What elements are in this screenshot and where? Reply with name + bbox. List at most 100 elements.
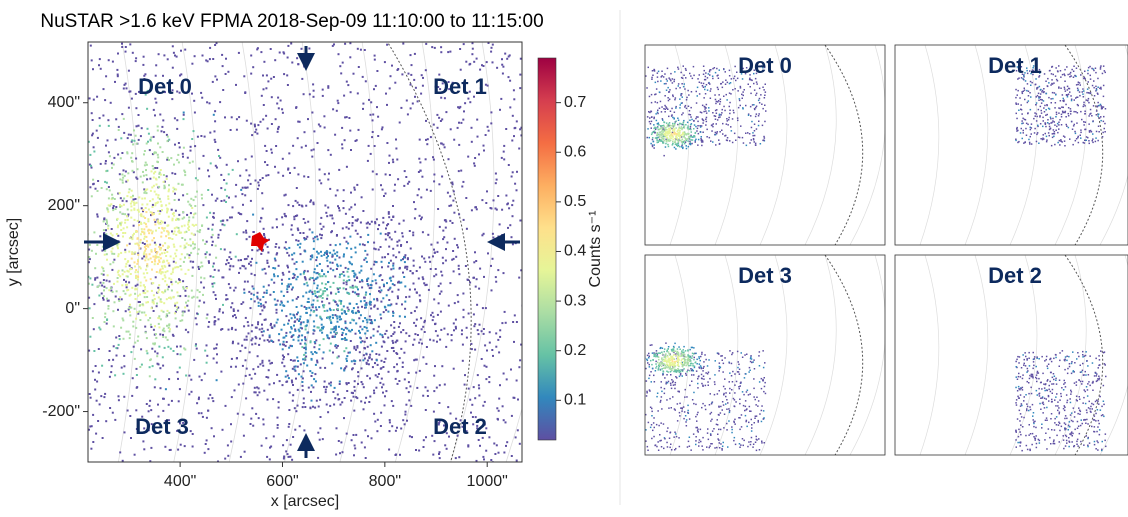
count-pixel bbox=[341, 401, 343, 403]
count-pixel bbox=[322, 297, 324, 299]
count-pixel bbox=[656, 140, 658, 142]
count-pixel bbox=[226, 183, 228, 185]
count-pixel bbox=[137, 261, 139, 263]
count-pixel bbox=[143, 448, 145, 450]
count-pixel bbox=[176, 326, 178, 328]
count-pixel bbox=[121, 284, 123, 286]
count-pixel bbox=[1089, 113, 1091, 115]
count-pixel bbox=[227, 71, 229, 73]
count-pixel bbox=[1052, 92, 1054, 94]
count-pixel bbox=[425, 120, 427, 122]
count-pixel bbox=[206, 314, 208, 316]
count-pixel bbox=[144, 276, 146, 278]
count-pixel bbox=[360, 341, 362, 343]
count-pixel bbox=[1050, 128, 1052, 129]
count-pixel bbox=[743, 142, 745, 144]
count-pixel bbox=[1096, 110, 1098, 112]
count-pixel bbox=[219, 157, 221, 159]
count-pixel bbox=[367, 330, 369, 332]
count-pixel bbox=[192, 446, 194, 448]
count-pixel bbox=[309, 370, 311, 372]
count-pixel bbox=[139, 266, 141, 268]
count-pixel bbox=[758, 113, 760, 115]
count-pixel bbox=[153, 294, 155, 296]
count-pixel bbox=[259, 338, 261, 340]
count-pixel bbox=[171, 283, 173, 285]
count-pixel bbox=[372, 119, 374, 121]
count-pixel bbox=[357, 48, 359, 50]
count-pixel bbox=[231, 116, 233, 118]
count-pixel bbox=[124, 249, 126, 251]
count-pixel bbox=[113, 259, 115, 261]
count-pixel bbox=[295, 378, 297, 380]
count-pixel bbox=[1054, 92, 1056, 94]
count-pixel bbox=[420, 196, 422, 198]
count-pixel bbox=[357, 295, 359, 297]
count-pixel bbox=[186, 193, 188, 195]
count-pixel bbox=[119, 178, 121, 180]
count-pixel bbox=[131, 139, 133, 141]
count-pixel bbox=[123, 227, 125, 229]
count-pixel bbox=[1069, 76, 1071, 78]
count-pixel bbox=[512, 115, 514, 117]
count-pixel bbox=[222, 89, 224, 91]
count-pixel bbox=[256, 296, 258, 298]
count-pixel bbox=[397, 383, 399, 385]
count-pixel bbox=[363, 354, 365, 356]
count-pixel bbox=[323, 115, 325, 117]
count-pixel bbox=[700, 131, 702, 133]
count-pixel bbox=[495, 173, 497, 175]
count-pixel bbox=[187, 300, 189, 302]
count-pixel bbox=[298, 373, 300, 375]
count-pixel bbox=[323, 338, 325, 340]
count-pixel bbox=[317, 300, 319, 302]
count-pixel bbox=[703, 87, 705, 89]
count-pixel bbox=[428, 256, 430, 258]
count-pixel bbox=[697, 78, 699, 80]
count-pixel bbox=[98, 372, 100, 374]
count-pixel bbox=[377, 308, 379, 310]
count-pixel bbox=[245, 397, 247, 399]
count-pixel bbox=[1044, 111, 1046, 113]
count-pixel bbox=[89, 186, 91, 188]
count-pixel bbox=[112, 412, 114, 414]
count-pixel bbox=[417, 100, 419, 102]
count-pixel bbox=[458, 456, 460, 458]
count-pixel bbox=[261, 362, 263, 364]
count-pixel bbox=[1073, 77, 1075, 79]
count-pixel bbox=[1084, 142, 1086, 144]
count-pixel bbox=[297, 312, 299, 314]
count-pixel bbox=[218, 234, 220, 236]
count-pixel bbox=[1044, 105, 1046, 107]
count-pixel bbox=[481, 358, 483, 360]
count-pixel bbox=[283, 305, 285, 307]
count-pixel bbox=[264, 268, 266, 270]
count-pixel bbox=[495, 346, 497, 348]
count-pixel bbox=[729, 113, 731, 115]
count-pixel bbox=[430, 190, 432, 192]
count-pixel bbox=[142, 303, 144, 305]
count-pixel bbox=[313, 96, 315, 98]
count-pixel bbox=[742, 107, 744, 109]
count-pixel bbox=[1022, 138, 1024, 140]
count-pixel bbox=[106, 188, 108, 190]
count-pixel bbox=[159, 172, 161, 174]
count-pixel bbox=[457, 127, 459, 129]
count-pixel bbox=[167, 58, 169, 60]
count-pixel bbox=[376, 430, 378, 432]
count-pixel bbox=[366, 227, 368, 229]
count-pixel bbox=[135, 318, 137, 320]
count-pixel bbox=[157, 210, 159, 212]
count-pixel bbox=[216, 379, 218, 381]
count-pixel bbox=[330, 328, 332, 330]
count-pixel bbox=[301, 339, 303, 341]
count-pixel bbox=[437, 314, 439, 316]
count-pixel bbox=[206, 439, 208, 441]
count-pixel bbox=[247, 325, 249, 327]
count-pixel bbox=[277, 275, 279, 277]
count-pixel bbox=[118, 129, 120, 131]
count-pixel bbox=[440, 291, 442, 293]
count-pixel bbox=[214, 269, 216, 271]
count-pixel bbox=[177, 371, 179, 373]
count-pixel bbox=[343, 370, 345, 372]
